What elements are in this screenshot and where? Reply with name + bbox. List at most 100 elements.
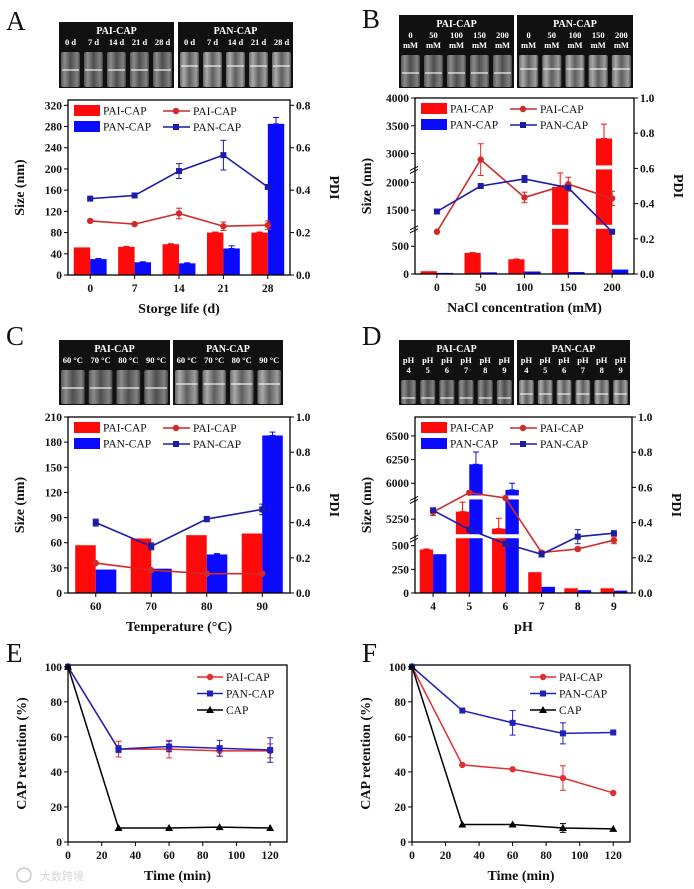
y-axis-title: Size (nm) (360, 476, 375, 533)
axis-break-mark (409, 228, 419, 234)
data-point (565, 184, 572, 191)
vial-label: mM (472, 40, 487, 50)
bar-pai-cap (118, 246, 135, 275)
y-tick-label: 3500 (386, 121, 409, 133)
vial-label: mM (614, 40, 629, 50)
data-point (466, 526, 473, 533)
plot-frame (67, 664, 288, 843)
vial (594, 380, 610, 404)
vial (470, 55, 489, 87)
vial (88, 370, 113, 404)
data-point (259, 570, 266, 577)
vial-label: 7 (464, 365, 469, 375)
vial (537, 380, 553, 404)
panel-letter: A (6, 6, 26, 36)
bar-pai-cap (508, 259, 525, 274)
data-point (502, 540, 509, 547)
y2-tick-label: 0.6 (296, 143, 311, 155)
bar-pan-cap (568, 272, 585, 274)
y2-tick-label: 0.6 (296, 482, 311, 494)
y-tick-label: 40 (51, 249, 63, 261)
y-tick-label: 0 (400, 837, 406, 849)
vial (175, 370, 199, 404)
legend-marker (519, 424, 527, 432)
legend-swatch (421, 103, 447, 114)
legend-label: PAI-CAP (103, 106, 147, 118)
vial-label: mM (591, 40, 606, 50)
legend-marker (173, 441, 179, 447)
y-tick-label: 4000 (386, 93, 409, 105)
vial-label: pH (403, 355, 415, 365)
axis-break-mark (409, 225, 419, 231)
legend-label: CAP (559, 705, 581, 717)
y-tick-label: 280 (45, 122, 63, 134)
x-tick-label: 100 (516, 282, 534, 294)
data-point (131, 192, 138, 199)
data-point (610, 537, 618, 544)
y2-tick-label: 0.2 (296, 228, 311, 240)
vial-label: 0 (526, 30, 530, 40)
panel-letter: F (362, 638, 377, 668)
plot-frame (67, 416, 291, 594)
data-point (203, 516, 210, 523)
y-tick-label: 40 (395, 767, 407, 779)
legend-marker (206, 706, 214, 713)
legend: PAI-CAP PAN-CAP PAI-CAP PAN-CAP (74, 105, 241, 134)
x-tick-label: 60 (507, 850, 519, 862)
legend-marker (206, 673, 214, 681)
y-tick-label: 500 (392, 541, 410, 553)
vial-label: pH (577, 355, 589, 365)
vial-label: 6 (445, 365, 449, 375)
legend-label: PAI-CAP (559, 672, 603, 684)
legend-label: PAI-CAP (226, 672, 270, 684)
data-point (264, 221, 271, 229)
axis-break-mark (409, 495, 419, 501)
watermark-logo-icon (16, 867, 32, 883)
vial-label: 70 °C (204, 355, 224, 365)
bar-pai-cap (162, 244, 179, 275)
vial-label: 50 (429, 30, 438, 40)
x-tick-label: 100 (571, 850, 589, 862)
x-tick-label: 0 (87, 283, 93, 295)
legend-marker (207, 690, 213, 697)
vial-label: pH (615, 355, 627, 365)
y-tick-label: 5250 (386, 514, 409, 526)
legend-marker (520, 122, 526, 128)
legend-swatch (74, 438, 100, 449)
y-tick-label: 30 (51, 563, 63, 575)
data-point (458, 820, 467, 828)
y2-tick-label: 0.0 (296, 588, 311, 600)
vial-label: pH (422, 355, 434, 365)
x-axis-title: NaCl concentration (mM) (447, 301, 602, 316)
y-tick-label: 1500 (386, 205, 409, 217)
vial (144, 370, 168, 404)
vial (180, 52, 199, 87)
y-axis-title: Size (nm) (13, 159, 28, 216)
bar-pai-cap (251, 232, 268, 275)
panel-a: A PAI-CAP 0 d 7 d 14 d 21 d 28 d PAN-CAP 0 d 7 d 1… (6, 6, 341, 317)
x-tick-label: 60 (163, 850, 175, 862)
x-axis-title: pH (514, 620, 533, 635)
x-tick-label: 50 (475, 282, 487, 294)
y2-tick-label: 0.2 (296, 553, 311, 565)
vial-label: 8 (600, 365, 604, 375)
vial (401, 380, 417, 404)
vial-photo-pai-cap: PAI-CAP 60 °C 70 °C 80 °C 90 °C (59, 340, 170, 405)
data-point (166, 743, 173, 750)
axis-break-mark (409, 537, 419, 543)
y-tick-label: 20 (51, 802, 63, 814)
vial (613, 380, 628, 404)
x-tick-label: 0 (409, 850, 415, 862)
x-tick-label: 40 (130, 850, 142, 862)
bar-pai-cap (206, 232, 224, 275)
x-tick-label: 0 (65, 850, 71, 862)
vial-label: 21 d (132, 37, 148, 47)
vial-label: 6 (562, 365, 566, 375)
axis-break-gap (416, 534, 631, 539)
y-tick-label: 320 (45, 100, 63, 112)
legend-label: PAN-CAP (103, 122, 151, 134)
bar-pan-cap (223, 248, 240, 275)
y2-axis-title: PDI (326, 493, 341, 517)
